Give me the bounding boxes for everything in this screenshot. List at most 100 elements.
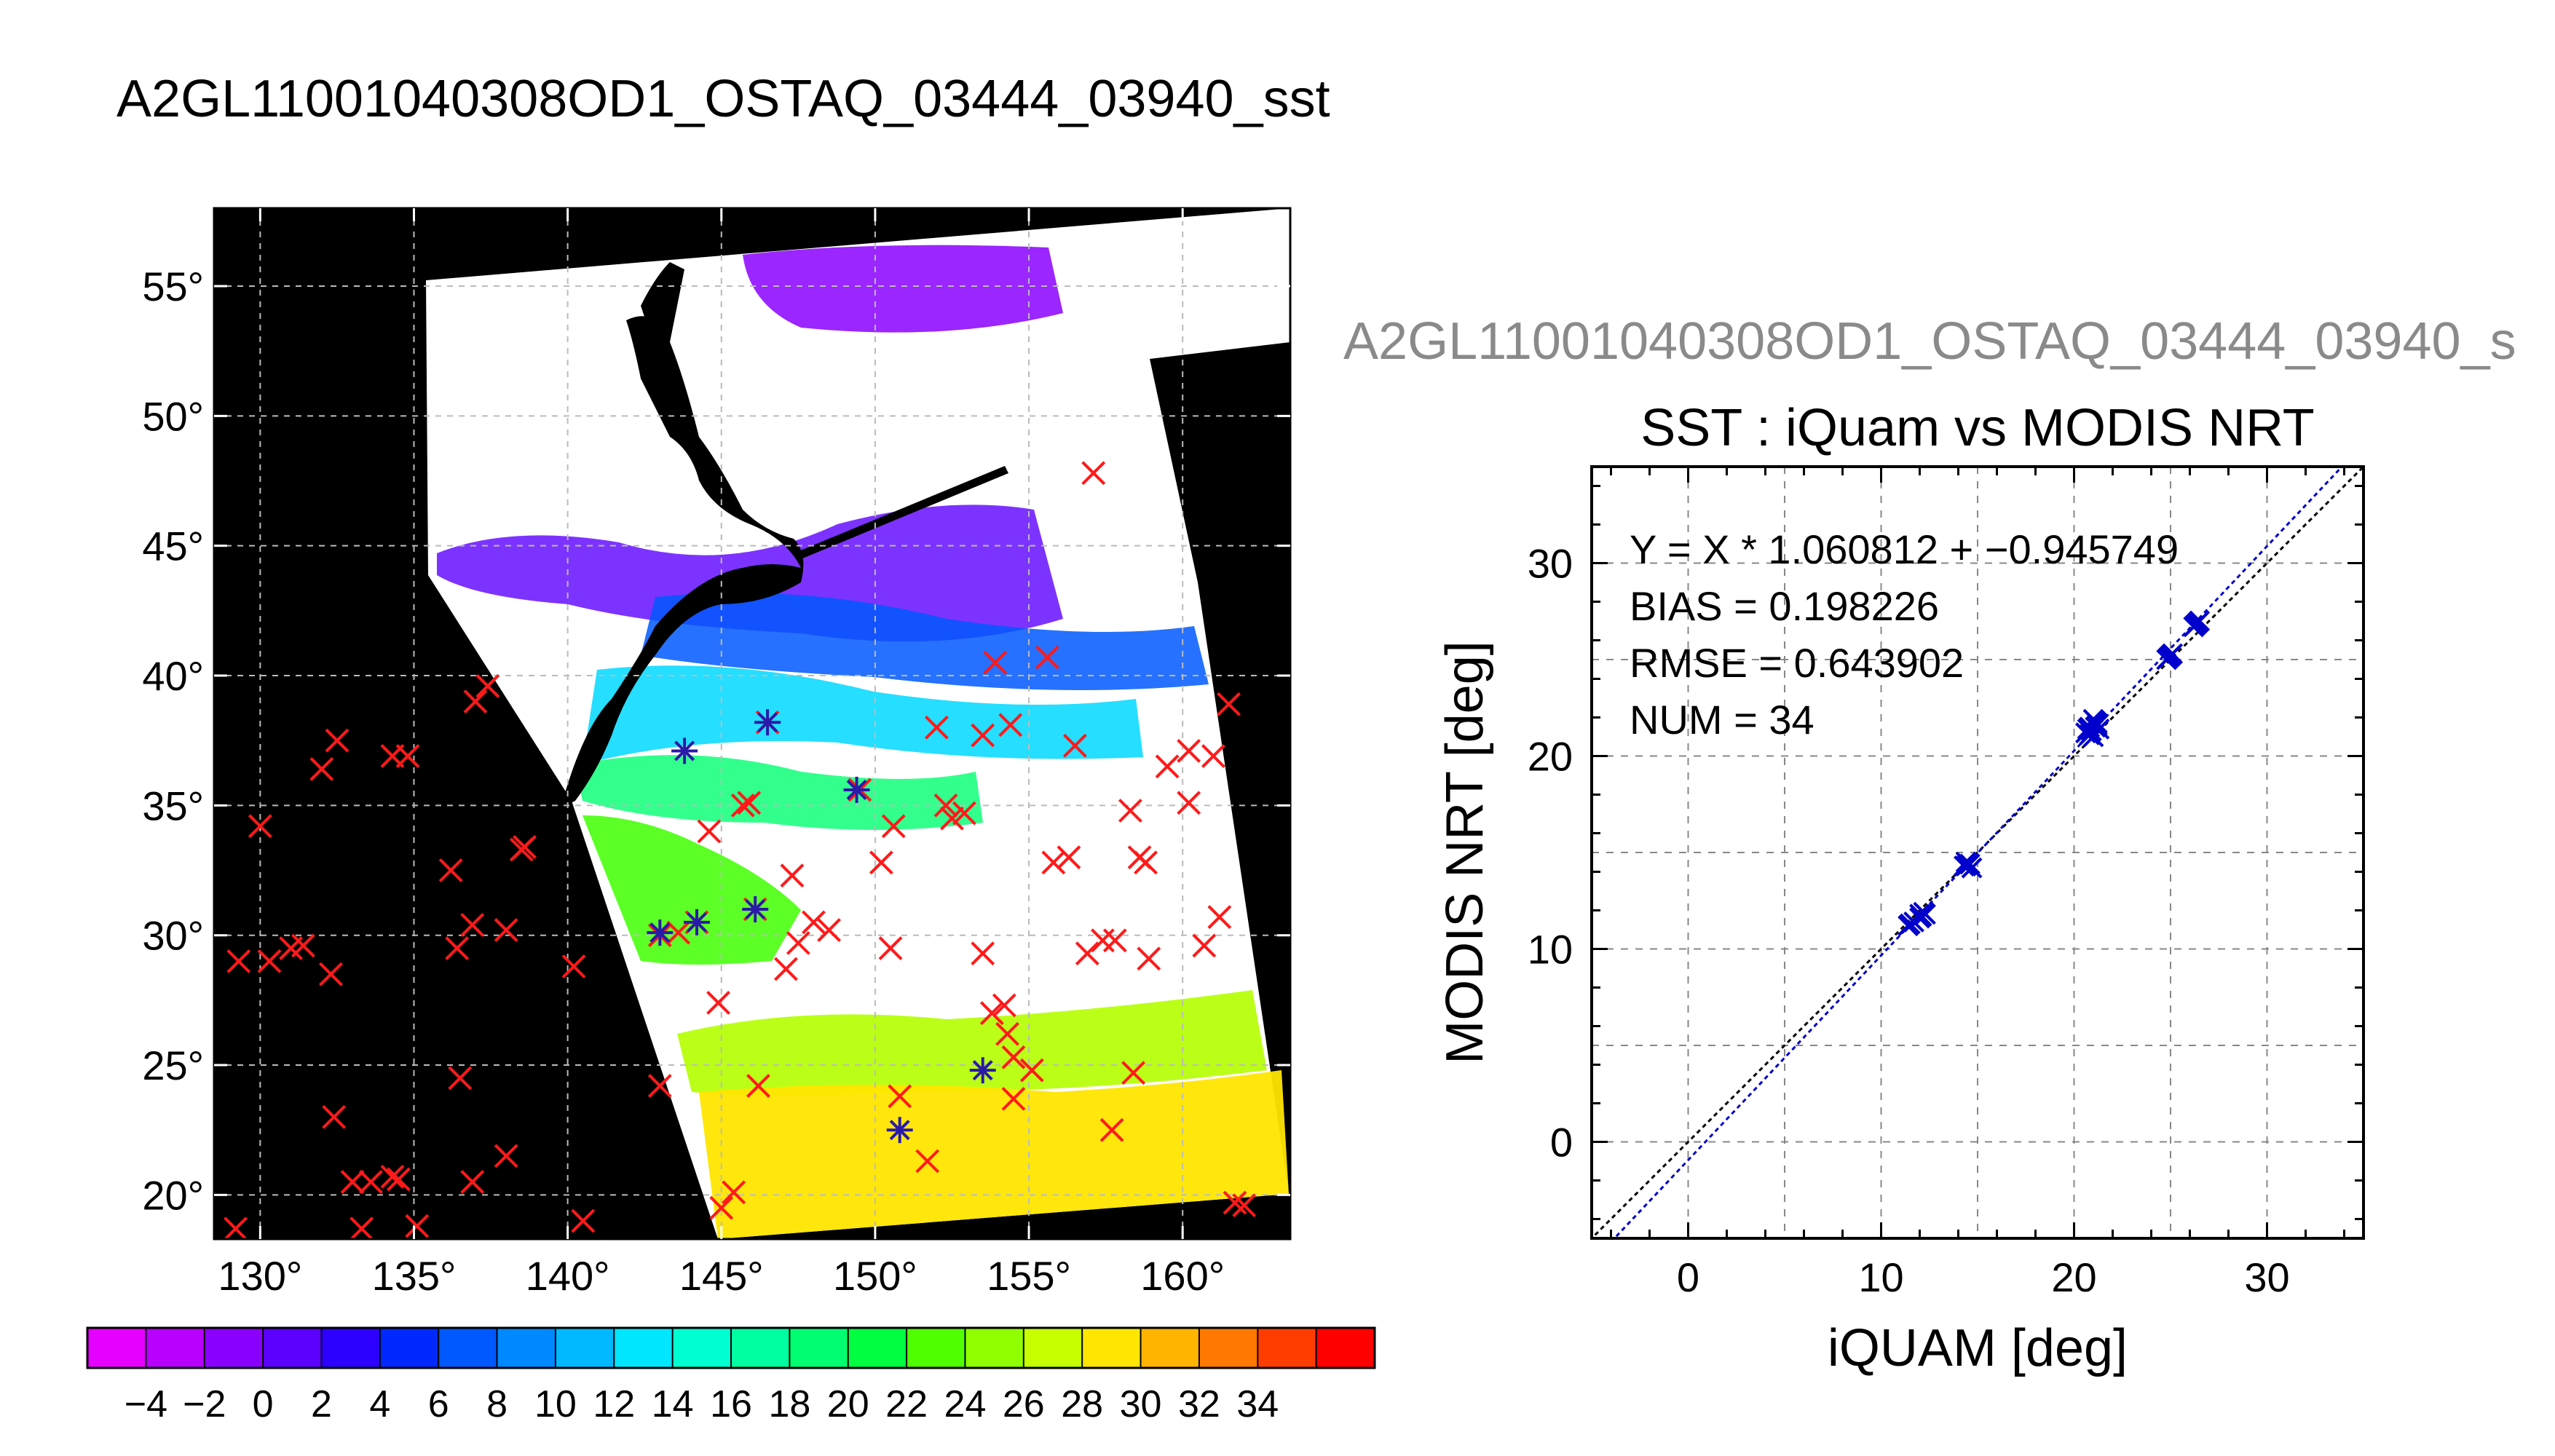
colorbar-frame [86, 1326, 1376, 1369]
colorbar-tick-label: 14 [652, 1383, 694, 1425]
colorbar-segment [555, 1328, 615, 1368]
obs-marker-red [571, 1208, 596, 1233]
colorbar-tick-label: 30 [1120, 1383, 1162, 1425]
obs-marker-red [998, 713, 1023, 737]
scatter-frame [1590, 465, 2365, 1240]
lat-tick-label: 45° [142, 523, 204, 569]
obs-marker-red [1177, 791, 1201, 815]
obs-marker-red [940, 806, 964, 831]
lat-tick-label: 40° [142, 653, 204, 699]
obs-marker-red [224, 1216, 248, 1239]
obs-marker-red [325, 728, 350, 753]
obs-marker-red [309, 757, 334, 781]
x-axis-label: iQUAM [deg] [1828, 1319, 2128, 1377]
x-tick-label: 20 [2051, 1254, 2096, 1300]
data-point [1955, 855, 1977, 877]
obs-marker-red [513, 835, 537, 859]
obs-marker-red [463, 689, 488, 714]
obs-marker-blue [843, 776, 870, 803]
obs-marker-blue [969, 1057, 996, 1084]
obs-marker-red [1201, 744, 1225, 768]
obs-marker-red [746, 1074, 770, 1098]
scatter-lines [1592, 467, 2364, 1238]
sst-region-cyan [583, 665, 1143, 764]
x-tick-label: 10 [1858, 1254, 1903, 1300]
obs-marker-red [774, 957, 798, 981]
lat-tick-label: 25° [142, 1042, 204, 1088]
obs-marker-red [405, 1214, 430, 1238]
colorbar-tick-label: 10 [534, 1383, 577, 1425]
data-point [2079, 724, 2101, 745]
obs-marker-red [992, 993, 1016, 1018]
x-tick-label: 0 [1677, 1254, 1699, 1300]
obs-marker-red [475, 673, 500, 698]
scatter-title: SST : iQuam vs MODIS NRT [1640, 399, 2315, 457]
obs-marker-red [1118, 799, 1142, 823]
colorbar-segment [379, 1328, 439, 1368]
colorbar-tick-label: 8 [486, 1383, 508, 1425]
colorbar-segment [1198, 1328, 1258, 1368]
colorbar-segment [1023, 1328, 1083, 1368]
colorbar-segment [731, 1328, 790, 1368]
map-axis-labels: 130° 135° 140° 145° 150° 155° 160° 55° 50° 45° 40°… [142, 264, 1225, 1299]
obs-marker-red [697, 819, 722, 844]
obs-marker-red [1207, 905, 1232, 930]
obs-marker-blue [754, 709, 781, 736]
obs-marker-red [878, 936, 903, 960]
map-tick-marks [214, 208, 1290, 1239]
colorbar-segment [1257, 1328, 1317, 1368]
obs-marker-red [350, 1216, 374, 1239]
obs-marker-red [386, 1167, 411, 1192]
obs-marker-red [358, 1170, 383, 1194]
obs-marker-red [1057, 845, 1081, 870]
obs-marker-red [1192, 933, 1217, 958]
obs-marker-red [709, 1195, 734, 1220]
colorbar-tick-label: 26 [1003, 1383, 1045, 1425]
obs-marker-red [780, 863, 805, 888]
obs-marker-red [438, 858, 463, 882]
colorbar [86, 1326, 1376, 1369]
obs-marker-red [1081, 461, 1106, 486]
obs-marker-red [248, 814, 272, 839]
obs-marker-red [933, 793, 958, 818]
colorbar-segment [965, 1328, 1024, 1368]
colorbar-tick-label: −4 [125, 1383, 167, 1425]
lon-tick-label: 135° [372, 1253, 457, 1299]
sst-region-lime [583, 815, 801, 965]
colorbar-segment [263, 1328, 322, 1368]
obs-marker-red [888, 1084, 912, 1109]
lat-tick-label: 35° [142, 783, 204, 828]
colorbar-segment [204, 1328, 264, 1368]
x-tick-label: 30 [2244, 1254, 2289, 1300]
obs-marker-red [460, 1170, 485, 1194]
obs-marker-red [817, 918, 841, 942]
stat-rmse: RMSE = 0.643902 [1630, 640, 1964, 686]
colorbar-tick-label: 6 [428, 1383, 449, 1425]
obs-marker-red [971, 941, 995, 966]
colorbar-tick-label: 2 [311, 1383, 332, 1425]
lat-tick-label: 20° [142, 1172, 204, 1218]
obs-marker-red [730, 793, 755, 818]
y-tick-label: 20 [1528, 734, 1573, 780]
obs-marker-red [448, 1066, 473, 1091]
obs-marker-red [666, 920, 691, 945]
colorbar-tick-label: 4 [369, 1383, 390, 1425]
sst-region-yellow [699, 1070, 1289, 1239]
lat-tick-label: 30° [142, 913, 204, 959]
y-axis-label: MODIS NRT [deg] [1436, 641, 1494, 1064]
colorbar-tick-label: 34 [1236, 1383, 1279, 1425]
map-graticule [214, 208, 1290, 1239]
data-point [2189, 610, 2211, 632]
colorbar-tick-label: 12 [593, 1383, 635, 1425]
colorbar-segment [1140, 1328, 1200, 1368]
lon-tick-label: 130° [218, 1253, 302, 1299]
obs-marker-red [1035, 645, 1059, 670]
obs-marker-red [445, 936, 470, 960]
obs-marker-red [722, 1180, 746, 1205]
colorbar-tick-label: 20 [827, 1383, 869, 1425]
sst-region-green [575, 755, 983, 830]
obs-marker-blue [671, 737, 698, 764]
colorbar-segment [614, 1328, 674, 1368]
obs-marker-red [869, 850, 893, 875]
